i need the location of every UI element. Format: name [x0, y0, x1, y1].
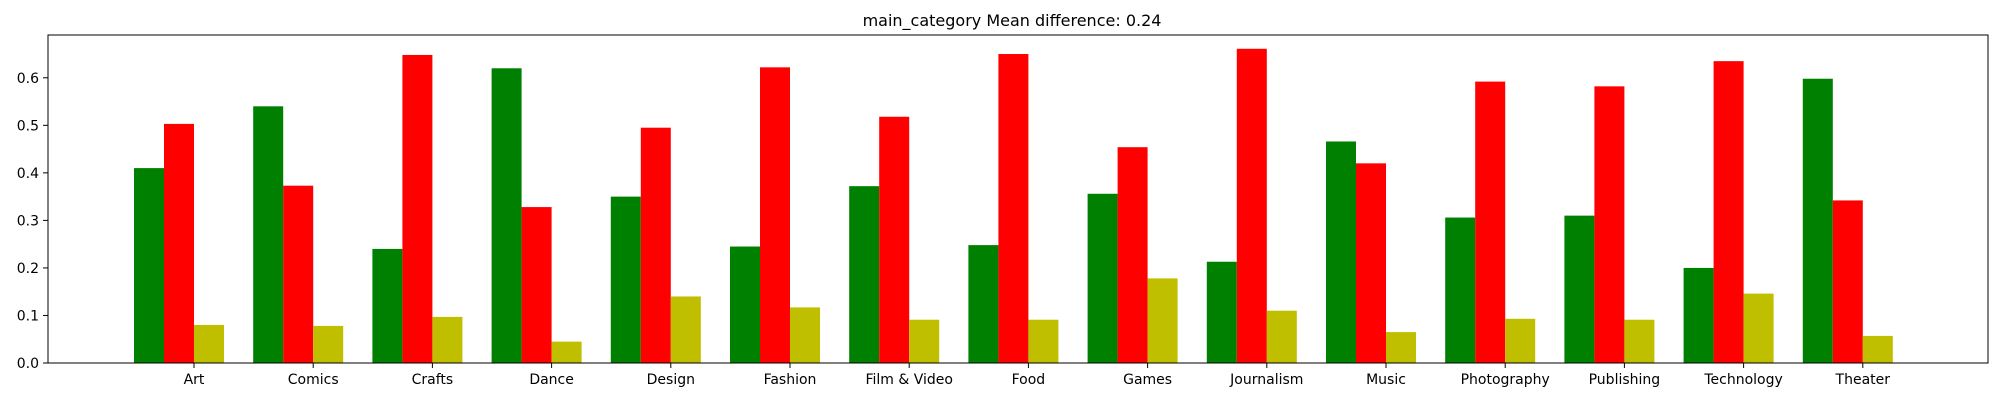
x-tick-label: Games	[1123, 372, 1172, 388]
bar-crafts-series-2	[402, 54, 433, 364]
bar-photography-series-2	[1475, 81, 1506, 363]
bar-fashion-series-3	[790, 307, 820, 363]
bar-design-series-2	[640, 127, 671, 364]
x-tick-label: Publishing	[1589, 372, 1661, 388]
bar-music-series-1	[1326, 141, 1356, 363]
y-tick-label: 0.2	[17, 261, 39, 277]
y-axis: 0.0 0.1 0.2 0.3 0.4 0.5 0.6	[17, 71, 48, 372]
bar-games-series-1	[1087, 193, 1118, 363]
bar-comics-series-3	[313, 325, 344, 363]
bar-film-video-series-2	[879, 116, 910, 363]
x-tick-label: Music	[1366, 372, 1406, 388]
bar-theater-series-1	[1802, 78, 1833, 363]
x-tick-label: Dance	[529, 372, 574, 388]
x-tick-label: Comics	[288, 372, 339, 388]
bar-crafts-series-3	[432, 316, 463, 363]
bar-theater-series-3	[1862, 335, 1893, 363]
bar-journalism-series-3	[1266, 310, 1297, 363]
bars	[134, 48, 1893, 364]
x-tick-label: Technology	[1703, 372, 1782, 388]
x-tick-label: Art	[184, 372, 205, 388]
bar-comics-series-1	[253, 106, 284, 363]
y-tick-label: 0.0	[17, 356, 39, 372]
y-tick-label: 0.4	[17, 166, 39, 182]
bar-comics-series-2	[283, 185, 314, 363]
bar-food-series-2	[998, 54, 1029, 363]
bar-film-video-series-3	[909, 319, 940, 363]
bar-art-series-1	[134, 168, 164, 363]
bar-food-series-1	[968, 245, 999, 363]
y-tick-label: 0.3	[17, 213, 39, 229]
x-axis: Art Comics Crafts Dance Design Fashion Film & …	[184, 363, 1891, 388]
x-tick-label: Photography	[1461, 372, 1550, 388]
x-tick-label: Fashion	[764, 372, 817, 388]
bar-publishing-series-3	[1624, 319, 1655, 363]
bar-music-series-3	[1386, 332, 1416, 363]
bar-dance-series-1	[491, 68, 522, 363]
bar-journalism-series-1	[1206, 261, 1237, 363]
bar-dance-series-2	[521, 207, 552, 363]
bar-design-series-1	[610, 196, 641, 363]
bar-technology-series-3	[1743, 293, 1774, 363]
x-tick-label: Film & Video	[865, 372, 953, 388]
bar-games-series-3	[1147, 278, 1178, 363]
x-tick-label: Theater	[1835, 372, 1891, 388]
bar-technology-series-1	[1683, 267, 1714, 363]
bar-fashion-series-2	[760, 67, 790, 363]
y-tick-label: 0.6	[17, 71, 39, 87]
bar-games-series-2	[1117, 147, 1148, 363]
plot-frame	[47, 34, 1989, 364]
x-tick-label: Journalism	[1229, 372, 1303, 388]
bar-art-series-3	[194, 324, 224, 363]
chart-title: main_category Mean difference: 0.24	[863, 11, 1162, 31]
bar-film-video-series-1	[849, 186, 880, 363]
x-tick-label: Food	[1012, 372, 1046, 388]
bar-dance-series-3	[551, 341, 582, 363]
bar-fashion-series-1	[730, 246, 760, 363]
bar-photography-series-1	[1445, 217, 1476, 363]
x-tick-label: Crafts	[412, 372, 454, 388]
bar-publishing-series-2	[1594, 86, 1625, 364]
bar-food-series-3	[1028, 319, 1059, 363]
x-tick-label: Design	[647, 372, 695, 388]
y-tick-label: 0.5	[17, 118, 39, 134]
bar-theater-series-2	[1832, 200, 1863, 363]
bar-publishing-series-1	[1564, 215, 1595, 363]
bar-journalism-series-2	[1236, 48, 1267, 363]
bar-music-series-2	[1356, 163, 1386, 363]
bar-design-series-3	[670, 296, 701, 363]
bar-technology-series-2	[1713, 61, 1744, 363]
bar-art-series-2	[164, 123, 194, 363]
bar-photography-series-3	[1505, 318, 1536, 363]
bar-crafts-series-1	[372, 248, 403, 363]
y-tick-label: 0.1	[17, 308, 39, 324]
